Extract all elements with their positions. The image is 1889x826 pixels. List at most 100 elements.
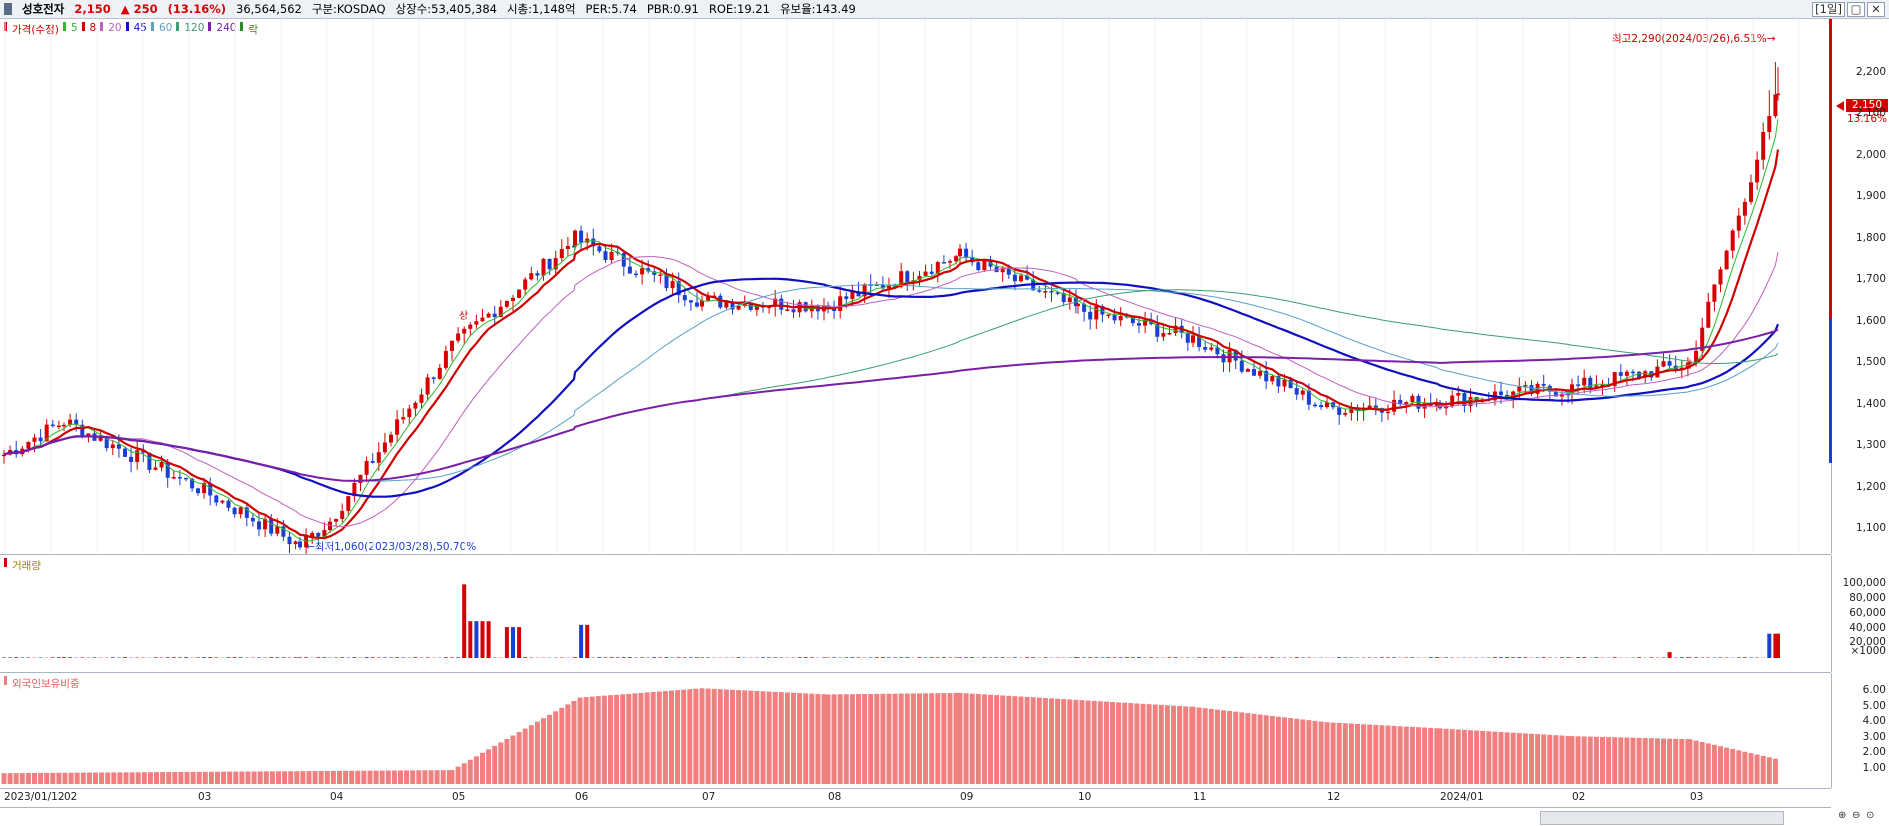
candle-body [1618,372,1623,376]
foreign-ratio-bar [843,694,849,784]
legend-label-8[interactable]: 락 [248,24,259,36]
foreign-ratio-bar [1736,750,1742,784]
restore-button[interactable]: ▢ [1847,2,1865,17]
foreign-ratio-bar [25,773,31,784]
volume-bar [1637,657,1642,658]
volume-bar [269,657,274,658]
x-axis-label: 11 [1193,791,1207,803]
candle-body [1112,314,1117,321]
foreign-ratio-bar [534,721,540,784]
foreign-ratio-bar [312,771,318,784]
legend-label-2[interactable]: 8 [89,22,97,34]
zoom-out-icon[interactable]: ⊖ [1852,810,1861,821]
price-chart[interactable]: 최고2,290(2024/03/26),6.51%→ ←최저1,060(2023… [0,19,1831,554]
legend-label-7[interactable]: 240 [216,22,237,34]
candle-body [1155,324,1160,337]
zoom-reset-icon[interactable]: ⊙ [1866,810,1875,821]
price-panel[interactable]: 가격(수정) 5 8 20 45 60 120 240 락 최고2,290(2024/03/26… [0,19,1831,555]
x-axis-label: 07 [702,791,716,803]
volume-bar [1718,657,1723,658]
candle-body [791,309,796,313]
foreign-ratio-bar [1593,736,1599,784]
candle-body [293,541,298,545]
zoom-in-icon[interactable]: ⊕ [1838,810,1847,821]
foreign-ratio-bar [306,771,312,784]
foreign-ratio-bar [1397,726,1403,784]
volume-bar [1203,657,1208,658]
foreign-ownership-panel[interactable]: 외국인보유비중 [0,673,1831,789]
legend-label-4[interactable]: 45 [133,22,147,34]
volume-bar [1258,657,1263,658]
candle-body [56,425,61,428]
volume-bar [1428,657,1433,658]
stock-name[interactable]: 성호전자 [22,2,65,16]
foreign-ratio-bar [99,772,105,784]
period-button[interactable]: [1일] [1812,2,1845,17]
foreign-ratio-bar [196,771,202,784]
foreign-ownership-chart[interactable] [0,673,1831,788]
candle-body [202,483,207,494]
legend-label-5[interactable]: 60 [158,22,173,34]
foreign-ratio-bar [742,690,748,784]
volume-bar [803,657,808,658]
candle-body [462,328,467,334]
volume-bar [1337,657,1342,658]
foreign-ratio-bar [601,695,607,784]
chart-scrollbar[interactable] [1540,811,1784,825]
foreign-ratio-bar [837,694,843,784]
volume-bar [1031,657,1036,658]
foreign-ratio-bar [379,770,385,784]
volume-chart[interactable] [0,555,1831,672]
price-tick-label: 1,800 [1855,231,1886,244]
volume-bar [1118,657,1123,658]
foreign-ratio-bar [123,772,129,784]
foreign-ratio-bar [681,689,687,784]
volume-tick-label: 20,000 [1849,636,1886,649]
volume-bar [1773,633,1778,658]
candle-body [1367,405,1372,408]
foreign-ratio-bar [1330,722,1336,784]
legend-label-1[interactable]: 5 [70,22,78,34]
foreign-ratio-bar [1535,734,1541,784]
foreign-ratio-bar [1294,718,1300,784]
foreign-ratio-bar [208,771,214,784]
market-cap: 시총:1,148억 [507,2,576,16]
foreign-ratio-bar [565,704,571,784]
candle-body [38,437,43,442]
foreign-ratio-bar [1190,706,1196,784]
foreign-ratio-bar [324,770,330,784]
candle-body [110,444,115,449]
legend-label-0[interactable]: 가격(수정) [12,24,59,36]
foreign-ratio-bar [373,770,379,784]
foreign-ratio-bar [589,696,595,784]
price-tick-label: 1,400 [1855,397,1886,410]
candle-body [208,483,213,496]
stock-symbol-icon[interactable] [4,3,12,15]
legend-label-3[interactable]: 20 [108,22,122,34]
foreign-ratio-bar [1541,734,1547,784]
candle-body [670,281,675,289]
foreign-ratio-bar [1587,736,1593,784]
foreign-ratio-bar [874,693,880,784]
foreign-ratio-bar [669,690,674,784]
foreign-ratio-bar [1091,700,1097,784]
candle-body [1006,268,1011,275]
volume-bar [887,657,891,658]
volume-bar [761,657,765,658]
candle-body [1667,361,1672,366]
foreign-ratio-bar [446,770,452,784]
volume-panel[interactable]: 거래량 [0,555,1831,673]
foreign-ratio-bar [1128,703,1134,784]
candle-body [1067,297,1072,303]
foreign-ratio-bar [1461,729,1467,784]
foreign-ratio-bar [1257,714,1263,784]
volume-bar [504,627,509,658]
close-button[interactable]: ✕ [1867,2,1885,17]
foreign-ratio-bar [1177,705,1183,784]
volume-bar [304,657,309,658]
candle-body [159,462,164,468]
x-axis-label: 03 [1690,791,1704,803]
candle-body [1118,315,1123,321]
foreign-ratio-bar [516,732,522,784]
foreign-ratio-bar [141,772,147,784]
